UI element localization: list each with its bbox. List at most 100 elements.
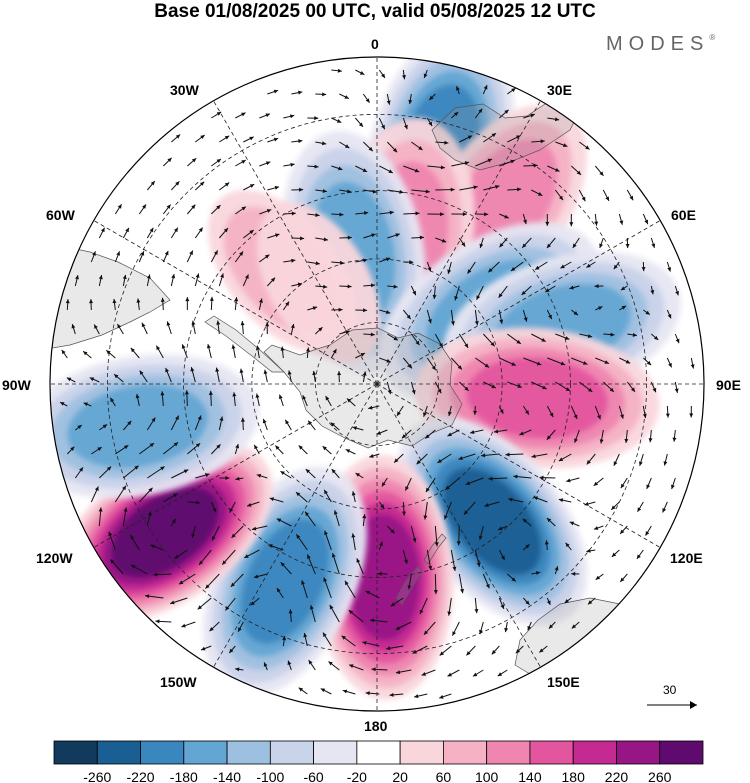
wind-arrowhead	[145, 594, 150, 599]
wind-arrowhead	[191, 204, 196, 209]
colorbar-tick-label: -100	[256, 769, 284, 783]
wind-arrowhead	[594, 284, 599, 289]
wind-arrowhead	[98, 507, 103, 512]
wind-arrowhead	[223, 228, 228, 233]
wind-arrowhead	[147, 511, 152, 516]
wind-arrowhead	[170, 600, 175, 605]
wind-arrowhead	[216, 320, 221, 325]
wind-arrowhead	[427, 318, 432, 324]
wind-arrowhead	[574, 438, 578, 443]
wind-arrowhead	[537, 192, 543, 196]
wind-arrowhead	[642, 413, 647, 419]
wind-arrowhead	[460, 588, 465, 594]
wind-arrowhead	[314, 116, 319, 121]
wind-arrowhead	[587, 387, 593, 393]
wind-arrowhead	[190, 367, 195, 372]
wind-arrowhead	[513, 474, 518, 479]
wind-arrowhead	[586, 263, 591, 268]
wind-arrowhead	[493, 429, 499, 434]
wind-arrowhead	[77, 424, 82, 430]
colorbar-swatch	[356, 740, 401, 765]
wind-arrowhead	[174, 554, 179, 559]
wind-arrowhead	[305, 469, 311, 474]
wind-arrowhead	[593, 526, 599, 530]
wind-arrowhead	[274, 185, 280, 190]
wind-arrowhead	[181, 623, 186, 628]
wind-arrowhead	[150, 181, 155, 186]
wind-arrowhead	[368, 146, 373, 152]
wind-arrowhead	[444, 140, 449, 145]
wind-arrowhead	[651, 243, 656, 248]
wind-arrowhead	[393, 336, 398, 341]
wind-arrowhead	[558, 195, 564, 201]
wind-arrowhead	[636, 554, 641, 559]
wind-arrowhead	[423, 412, 427, 417]
wind-arrowhead	[331, 469, 336, 474]
registered-mark: ®	[709, 33, 716, 42]
wind-arrowhead	[419, 235, 424, 240]
wind-arrowhead	[510, 159, 515, 164]
wind-arrowhead	[201, 646, 206, 651]
wind-arrowhead	[265, 161, 271, 166]
wind-arrowhead	[231, 533, 236, 538]
wind-arrowhead	[587, 600, 593, 605]
wind-arrowhead	[323, 284, 328, 289]
wind-arrowhead	[344, 580, 349, 586]
wind-arrowhead	[404, 559, 408, 564]
wind-arrowhead	[323, 237, 328, 242]
wind-arrowhead	[106, 350, 111, 355]
wind-arrowhead	[437, 388, 442, 394]
wind-arrowhead	[488, 476, 493, 481]
wind-arrowhead	[402, 75, 406, 80]
wind-arrowhead	[423, 515, 428, 520]
wind-arrowhead	[308, 660, 313, 665]
wind-arrowhead	[571, 571, 576, 576]
reference-arrow-icon	[690, 701, 697, 709]
lon-label-120w: 120W	[36, 550, 73, 566]
wind-arrowhead	[439, 694, 444, 699]
wind-arrowhead	[418, 146, 423, 151]
latitude-circle	[183, 190, 571, 578]
wind-arrowhead	[255, 393, 260, 398]
wind-arrowhead	[175, 181, 180, 186]
wind-arrowhead	[212, 507, 217, 513]
wind-arrowhead	[407, 364, 413, 369]
wind-arrowhead	[558, 457, 564, 462]
wind-arrowhead	[674, 388, 679, 393]
wind-arrowhead	[393, 284, 398, 289]
wind-arrowhead	[586, 460, 591, 465]
wind-arrowhead	[450, 187, 455, 192]
wind-arrowhead	[412, 290, 416, 296]
wind-arrowhead	[122, 274, 127, 280]
wind-arrowhead	[464, 343, 469, 348]
wind-arrowhead	[392, 148, 398, 153]
wind-arrowhead	[338, 307, 343, 312]
wind-arrowhead	[197, 605, 203, 610]
wind-arrowhead	[130, 535, 135, 540]
wind-arrowhead	[370, 618, 375, 623]
wind-arrowhead	[499, 409, 504, 414]
wind-arrowhead	[576, 170, 582, 175]
wind-arrowhead	[171, 274, 176, 279]
antarctic-peninsula	[204, 315, 285, 373]
wind-arrowhead	[136, 298, 141, 303]
wind-arrowhead	[386, 646, 391, 651]
wind-arrowhead	[517, 187, 522, 192]
colorbar-tick-label: -140	[213, 769, 241, 783]
wind-arrowhead	[102, 424, 108, 429]
wind-arrowhead	[646, 360, 652, 366]
wind-arrowhead	[560, 361, 566, 366]
wind-arrowhead	[479, 243, 484, 248]
wind-arrowhead	[191, 320, 196, 325]
wind-arrowhead	[173, 442, 179, 447]
wind-arrowhead	[360, 353, 365, 357]
wind-arrowhead	[487, 158, 493, 163]
wind-arrowhead	[365, 590, 370, 595]
antarctica-landmass	[263, 327, 463, 449]
wind-arrowhead	[645, 310, 650, 315]
wind-arrowhead	[597, 414, 601, 420]
wind-arrowhead	[587, 334, 593, 338]
wind-arrowhead	[584, 501, 589, 506]
wind-arrowhead	[539, 648, 544, 653]
colorbar-swatch	[269, 740, 315, 765]
